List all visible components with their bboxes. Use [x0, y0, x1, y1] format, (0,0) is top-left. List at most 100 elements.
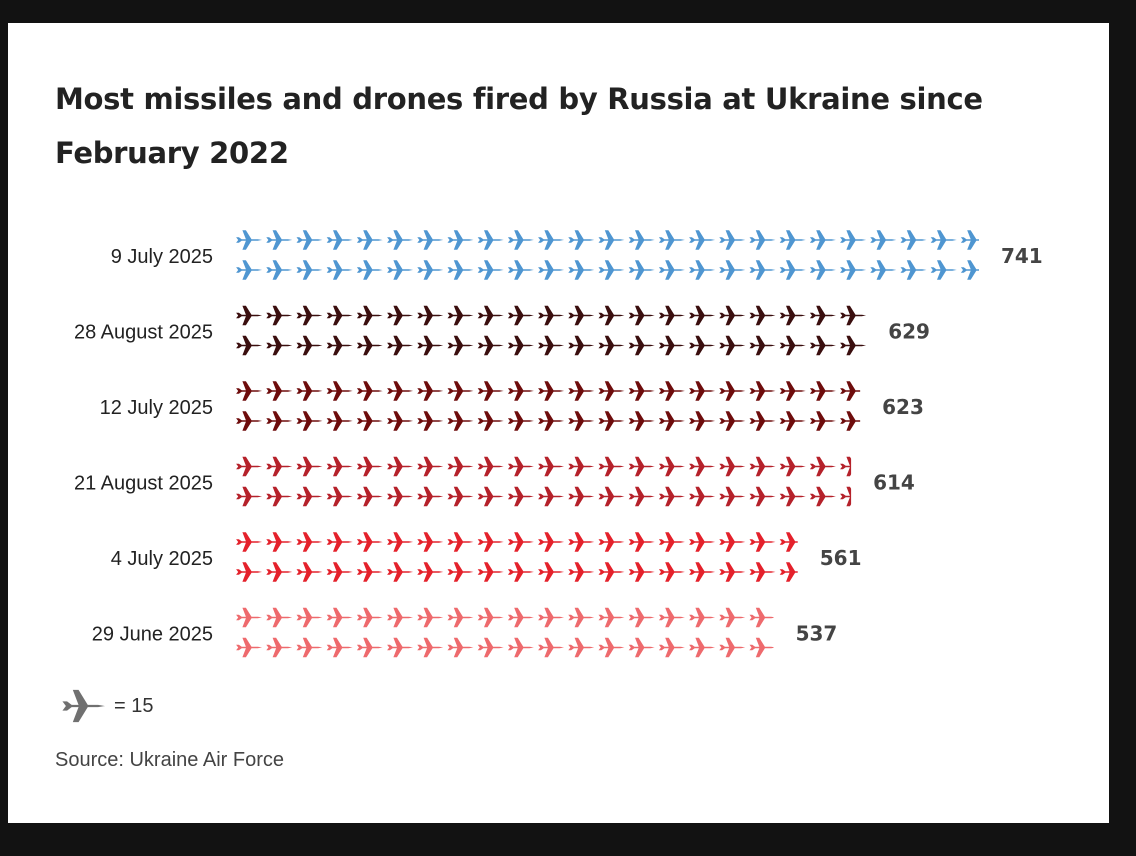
plane-icon: [809, 230, 836, 250]
plane-icon: [598, 532, 625, 552]
plane-icon: [236, 637, 262, 658]
plane-icon: [266, 230, 293, 250]
plane-icon: [960, 230, 979, 250]
plane-icon: [296, 562, 323, 582]
plane-icon: [628, 456, 655, 477]
plane-icon: [809, 486, 836, 507]
plane-icon: [326, 562, 353, 582]
plane-icon: [236, 486, 262, 507]
plane-icon: [477, 456, 504, 477]
plane-icon: [628, 562, 655, 582]
plane-icon: [840, 381, 861, 401]
plane-icon: [356, 637, 383, 658]
plane-icon: [266, 260, 293, 280]
plane-icon: [417, 305, 444, 326]
plane-icon: [719, 260, 746, 280]
chart-card: Most missiles and drones fired by Russia…: [8, 23, 1109, 823]
plane-icon: [507, 637, 534, 658]
pictogram-chart: 9 July 2025 741 28 August 2025 629 12 July 2…: [74, 230, 1043, 658]
plane-icon: [447, 230, 474, 250]
plane-icon: [387, 637, 413, 658]
plane-icon: [387, 562, 413, 582]
plane-icon: [417, 381, 444, 401]
category-label: 9 July 2025: [111, 246, 213, 268]
plane-icon: [266, 486, 293, 507]
plane-icon: [568, 486, 595, 507]
plane-icon: [236, 562, 262, 582]
value-label: 537: [796, 622, 838, 646]
plane-icon: [507, 381, 534, 401]
plane-icon: [538, 411, 564, 431]
bar-0: [236, 230, 979, 280]
plane-icon: [598, 335, 625, 356]
plane-icon: [417, 411, 444, 431]
plane-icon: [840, 305, 866, 326]
plane-icon: [628, 335, 655, 356]
source-note: Source: Ukraine Air Force: [55, 749, 284, 771]
plane-icon: [356, 532, 383, 552]
category-label: 21 August 2025: [74, 473, 213, 495]
plane-icon: [628, 260, 655, 280]
plane-icon: [356, 335, 383, 356]
plane-icon: [568, 305, 595, 326]
plane-icon: [960, 260, 979, 280]
plane-icon: [809, 260, 836, 280]
plane-icon: [296, 230, 323, 250]
plane-icon: [326, 486, 353, 507]
plane-icon: [538, 305, 564, 326]
plane-icon: [689, 381, 715, 401]
plane-icon: [356, 562, 383, 582]
plane-icon: [689, 335, 715, 356]
plane-icon: [568, 562, 595, 582]
plane-icon: [870, 230, 897, 250]
plane-icon: [689, 305, 715, 326]
plane-icon: [387, 381, 413, 401]
plane-icon: [809, 305, 836, 326]
plane-icon: [749, 411, 776, 431]
plane-icon: [749, 305, 776, 326]
plane-icon: [628, 381, 655, 401]
plane-icon: [598, 230, 625, 250]
plane-icon: [296, 411, 323, 431]
plane-icon: [779, 532, 798, 552]
plane-icon: [477, 305, 504, 326]
plane-icon: [598, 305, 625, 326]
plane-icon: [568, 456, 595, 477]
plane-icon: [628, 637, 655, 658]
plane-icon: [719, 456, 746, 477]
plane-icon: [266, 607, 293, 628]
plane-icon: [538, 456, 564, 477]
plane-icon: [538, 381, 564, 401]
plane-icon: [658, 456, 685, 477]
plane-icon: [538, 637, 564, 658]
plane-icon: [507, 607, 534, 628]
plane-icon: [326, 381, 353, 401]
legend-label: = 15: [114, 694, 154, 717]
plane-icon: [840, 411, 861, 431]
plane-icon: [296, 637, 323, 658]
plane-icon: [658, 260, 685, 280]
plane-icon: [417, 456, 444, 477]
plane-icon: [447, 486, 474, 507]
plane-icon: [326, 532, 353, 552]
plane-icon: [447, 562, 474, 582]
bar-2: [236, 381, 861, 431]
plane-icon: [628, 230, 655, 250]
plane-icon: [477, 230, 504, 250]
plane-icon: [538, 230, 564, 250]
plane-icon: [477, 562, 504, 582]
category-label: 29 June 2025: [92, 624, 213, 646]
plane-icon: [779, 335, 806, 356]
plane-icon: [417, 607, 444, 628]
plane-icon: [266, 381, 293, 401]
plane-icon: [628, 532, 655, 552]
plane-icon: [236, 532, 262, 552]
plane-icon: [417, 486, 444, 507]
plane-icon: [809, 381, 836, 401]
plane-icon: [749, 486, 776, 507]
plane-icon: [689, 532, 715, 552]
plane-icon: [236, 335, 262, 356]
plane-icon: [356, 607, 383, 628]
plane-icon: [387, 335, 413, 356]
plane-icon: [749, 230, 776, 250]
